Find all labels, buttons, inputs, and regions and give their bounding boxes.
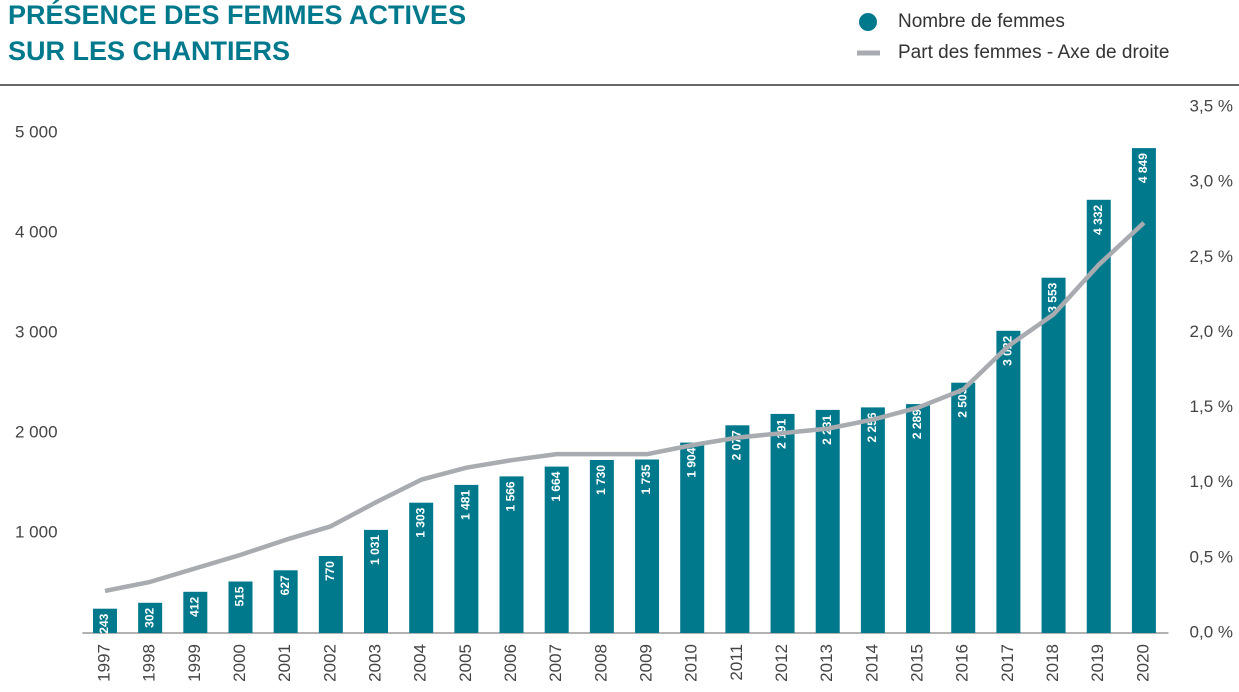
y-tick-label: 4 000 — [15, 222, 58, 241]
line — [104, 221, 1146, 594]
x-tick-label: 2006 — [501, 644, 520, 682]
value-label: 4 849 — [1136, 153, 1150, 183]
value-label: 1 303 — [413, 507, 427, 537]
y-tick-label: 1 000 — [15, 522, 58, 541]
bar — [92, 608, 117, 633]
bar — [1131, 148, 1156, 633]
x-tick-label: 2002 — [320, 644, 339, 682]
legend-label: Part des femmes - Axe de droite — [898, 42, 1169, 63]
bar — [183, 591, 208, 633]
bar — [725, 425, 750, 633]
bar — [906, 404, 931, 633]
x-tick-label: 2001 — [275, 644, 294, 682]
bar — [815, 409, 840, 633]
legend-label: Nombre de femmes — [898, 11, 1065, 32]
bar — [228, 581, 253, 633]
x-tick-label: 2014 — [862, 644, 881, 682]
value-label: 1 730 — [594, 465, 608, 495]
chart-title: PRÉSENCE DES FEMMES ACTIVES — [8, 0, 466, 30]
value-label: 3 553 — [1046, 282, 1060, 312]
x-tick-label: 1997 — [94, 644, 113, 682]
x-tick-label: 2011 — [727, 644, 746, 681]
bar — [138, 602, 163, 633]
value-label: 1 031 — [368, 535, 382, 565]
value-label: 2 077 — [730, 430, 744, 460]
x-tick-label: 2012 — [772, 644, 791, 682]
value-label: 1 904 — [684, 447, 698, 477]
value-label: 1 735 — [639, 464, 653, 494]
bar — [454, 484, 479, 633]
y2-tick-label: 1,0 % — [1190, 472, 1233, 491]
bar — [770, 413, 795, 633]
bar — [635, 459, 660, 633]
bar — [273, 570, 298, 633]
x-tick-label: 2019 — [1088, 644, 1107, 682]
bar — [409, 502, 434, 633]
bar — [499, 476, 524, 633]
x-tick-label: 2008 — [591, 644, 610, 682]
bar — [589, 460, 614, 633]
value-label: 4 332 — [1091, 204, 1105, 234]
x-tick-label: 2015 — [908, 644, 927, 682]
y2-tick-label: 3,0 % — [1190, 172, 1233, 191]
value-label: 2 289 — [910, 409, 924, 439]
chart-title: SUR LES CHANTIERS — [8, 36, 290, 66]
value-label: 2 503 — [955, 387, 969, 417]
value-label: 243 — [97, 613, 111, 633]
bar — [318, 556, 343, 633]
x-tick-label: 2005 — [456, 644, 475, 682]
x-tick-label: 1999 — [185, 644, 204, 682]
y-tick-label: 3 000 — [15, 322, 58, 341]
y2-tick-label: 2,5 % — [1190, 247, 1233, 266]
value-label: 412 — [187, 596, 201, 616]
value-label: 1 481 — [459, 490, 473, 520]
legend-swatch — [859, 13, 877, 31]
x-tick-label: 2016 — [953, 644, 972, 682]
y2-tick-label: 0,0 % — [1190, 622, 1233, 641]
y2-tick-label: 0,5 % — [1190, 547, 1233, 566]
x-tick-label: 2003 — [365, 644, 384, 682]
x-tick-label: 2017 — [998, 644, 1017, 682]
y-tick-label: 5 000 — [15, 122, 58, 141]
bar — [860, 407, 885, 633]
y2-tick-label: 3,5 % — [1190, 96, 1233, 115]
y2-tick-label: 1,5 % — [1190, 397, 1233, 416]
value-label: 515 — [233, 586, 247, 606]
x-tick-label: 2018 — [1043, 644, 1062, 682]
x-tick-label: 1998 — [140, 644, 159, 682]
value-label: 302 — [142, 607, 156, 627]
bar — [544, 466, 569, 633]
bar — [680, 442, 705, 633]
y-tick-label: 2 000 — [15, 422, 58, 441]
x-tick-label: 2009 — [637, 644, 656, 682]
value-label: 1 664 — [549, 471, 563, 501]
x-tick-label: 2007 — [546, 644, 565, 682]
bar — [951, 382, 976, 633]
x-tick-label: 2013 — [817, 644, 836, 682]
value-label: 1 566 — [504, 481, 518, 511]
y2-tick-label: 2,0 % — [1190, 322, 1233, 341]
bar — [996, 330, 1021, 633]
value-label: 770 — [323, 561, 337, 581]
x-tick-label: 2000 — [230, 644, 249, 682]
x-tick-label: 2010 — [682, 644, 701, 682]
x-tick-label: 2020 — [1133, 644, 1152, 682]
bar — [1041, 277, 1066, 633]
x-tick-label: 2004 — [411, 644, 430, 682]
value-label: 627 — [278, 575, 292, 595]
bar — [364, 529, 389, 633]
